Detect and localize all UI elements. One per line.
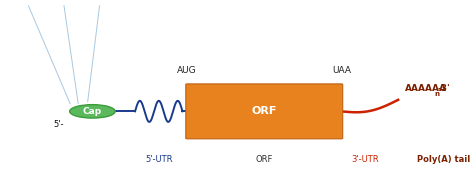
Text: ORF: ORF — [256, 155, 273, 164]
Text: UAA: UAA — [332, 66, 351, 75]
Text: ORF: ORF — [252, 106, 277, 116]
Ellipse shape — [70, 105, 115, 118]
Text: 3'-UTR: 3'-UTR — [351, 155, 379, 164]
Text: Cap: Cap — [83, 107, 102, 116]
Text: -3': -3' — [438, 84, 450, 93]
Text: 5'-: 5'- — [54, 120, 64, 129]
FancyBboxPatch shape — [186, 84, 343, 139]
Text: AAAAAA: AAAAAA — [405, 84, 447, 93]
Text: n: n — [435, 91, 440, 97]
Text: AUG: AUG — [177, 66, 197, 75]
Text: 5'-UTR: 5'-UTR — [145, 155, 173, 164]
Text: Poly(A) tail: Poly(A) tail — [417, 155, 470, 164]
